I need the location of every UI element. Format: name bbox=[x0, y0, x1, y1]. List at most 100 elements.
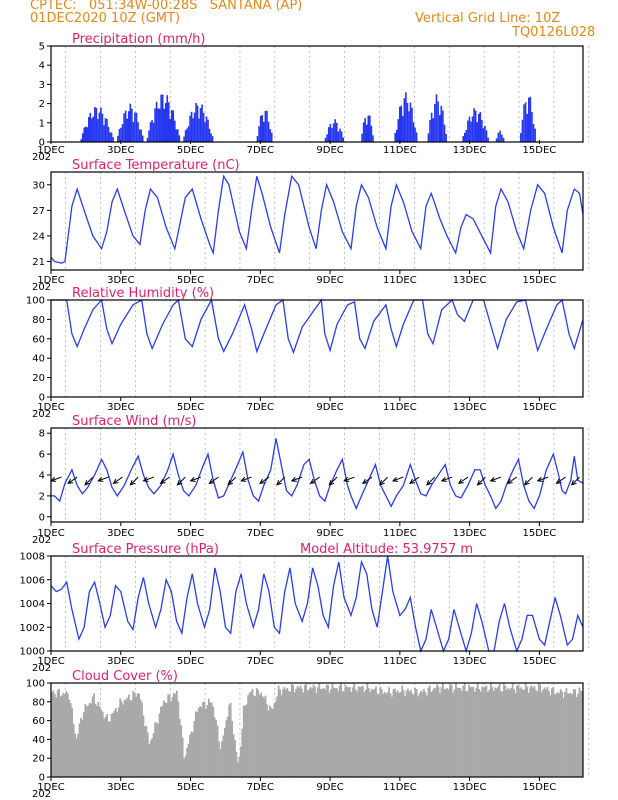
precip-bar bbox=[479, 112, 482, 142]
precip-bar bbox=[91, 118, 93, 142]
precip-bar bbox=[394, 132, 397, 142]
precip-bar bbox=[465, 130, 468, 142]
precip-bar bbox=[202, 112, 205, 142]
cloud-bar bbox=[572, 689, 575, 777]
cloud-bar bbox=[242, 705, 245, 777]
y-tick-label: 80 bbox=[32, 315, 45, 326]
cloud-bar bbox=[258, 694, 261, 777]
precip-bar bbox=[117, 135, 119, 142]
wind-arrow bbox=[523, 476, 533, 486]
precip-bar bbox=[468, 116, 471, 142]
precip-bar bbox=[92, 116, 95, 142]
cloud-bar bbox=[553, 694, 556, 777]
x-year-fragment: 202 bbox=[32, 663, 51, 674]
cloud-bar bbox=[52, 690, 55, 777]
wind-arrow bbox=[328, 476, 338, 486]
cloud-bar bbox=[423, 689, 425, 777]
cloud-bar bbox=[152, 733, 155, 777]
precip-bar bbox=[83, 127, 86, 142]
cloud-bar bbox=[351, 687, 354, 777]
wind-arrow bbox=[129, 476, 139, 486]
cloud-bar bbox=[466, 690, 469, 777]
cloud-bar bbox=[285, 689, 287, 777]
cloud-bar bbox=[482, 687, 485, 777]
precip-bar bbox=[157, 108, 159, 142]
cloud-bar bbox=[302, 692, 305, 777]
cloud-bar bbox=[238, 756, 241, 777]
precip-bar bbox=[526, 113, 528, 142]
x-tick-label: 5DEC bbox=[177, 275, 204, 286]
precip-bar bbox=[94, 106, 96, 142]
cloud-bar bbox=[244, 705, 247, 777]
cloud-bar bbox=[360, 686, 363, 777]
precip-bar bbox=[101, 113, 104, 142]
cloud-bar bbox=[495, 688, 498, 777]
cloud-bar bbox=[514, 692, 517, 777]
panel-title: Precipitation (mm/h) bbox=[72, 32, 205, 47]
precip-bar bbox=[329, 124, 332, 142]
panel-frame bbox=[50, 171, 584, 271]
cloud-bar bbox=[319, 688, 322, 777]
cloud-bar bbox=[394, 688, 396, 777]
x-tick-label: 7DEC bbox=[247, 145, 274, 156]
precip-bar bbox=[256, 136, 259, 142]
cloud-bar bbox=[269, 705, 271, 777]
cloud-bar bbox=[221, 741, 223, 777]
y-tick-label: 0 bbox=[39, 512, 45, 523]
cloud-bar bbox=[90, 703, 92, 777]
cloud-bar bbox=[350, 691, 353, 777]
cloud-bar bbox=[144, 726, 146, 777]
precip-bar bbox=[149, 122, 152, 142]
x-tick-label: 9DEC bbox=[316, 275, 343, 286]
x-tick-label: 13DEC bbox=[453, 528, 487, 539]
cloud-bar bbox=[469, 687, 472, 777]
panel-frame bbox=[50, 682, 584, 778]
cloud-bar bbox=[289, 692, 292, 777]
precip-bar bbox=[269, 129, 271, 142]
cloud-bar bbox=[202, 701, 204, 777]
precip-bar bbox=[193, 112, 196, 142]
cloud-bar bbox=[322, 687, 325, 777]
precip-bar bbox=[205, 116, 208, 142]
cloud-bar bbox=[494, 687, 497, 777]
cloud-bar bbox=[128, 694, 130, 777]
cloud-bar bbox=[142, 715, 145, 777]
precip-bar bbox=[154, 108, 156, 142]
cloud-bar bbox=[337, 690, 340, 777]
cloud-bar bbox=[303, 685, 306, 777]
y-tick-label: 80 bbox=[32, 697, 45, 708]
cloud-bar bbox=[453, 689, 456, 777]
cloud-bar bbox=[513, 689, 515, 777]
cloud-bar bbox=[91, 696, 94, 777]
cloud-bar bbox=[223, 728, 226, 777]
cloud-bar bbox=[523, 689, 526, 777]
cloud-bar bbox=[462, 685, 465, 777]
cloud-bar bbox=[228, 704, 231, 777]
cloud-bar bbox=[151, 738, 154, 777]
precip-bar bbox=[174, 120, 176, 142]
cloud-bar bbox=[168, 694, 171, 777]
precip-bar bbox=[137, 122, 139, 142]
cloud-bar bbox=[161, 705, 164, 777]
cloud-bar bbox=[571, 694, 574, 777]
cloud-bar bbox=[177, 701, 180, 777]
cloud-bar bbox=[399, 692, 402, 777]
x-tick-label: 1DEC bbox=[37, 275, 64, 286]
cloud-bar bbox=[194, 711, 197, 777]
precip-bar bbox=[172, 110, 175, 142]
precip-bar bbox=[485, 130, 488, 142]
precip-bar bbox=[527, 97, 530, 142]
y-tick-label: 40 bbox=[32, 354, 45, 365]
cloud-bar bbox=[380, 689, 383, 777]
cloud-bar bbox=[132, 691, 135, 777]
cloud-bar bbox=[344, 684, 347, 777]
cloud-bar bbox=[517, 685, 520, 777]
cloud-bar bbox=[135, 696, 138, 777]
precip-bar bbox=[118, 129, 121, 142]
cloud-bar bbox=[232, 734, 235, 777]
precip-bar bbox=[140, 129, 142, 142]
precip-bar bbox=[411, 107, 413, 142]
wind-arrow bbox=[142, 476, 155, 482]
cloud-bar bbox=[146, 732, 149, 777]
cloud-bar bbox=[287, 690, 290, 777]
